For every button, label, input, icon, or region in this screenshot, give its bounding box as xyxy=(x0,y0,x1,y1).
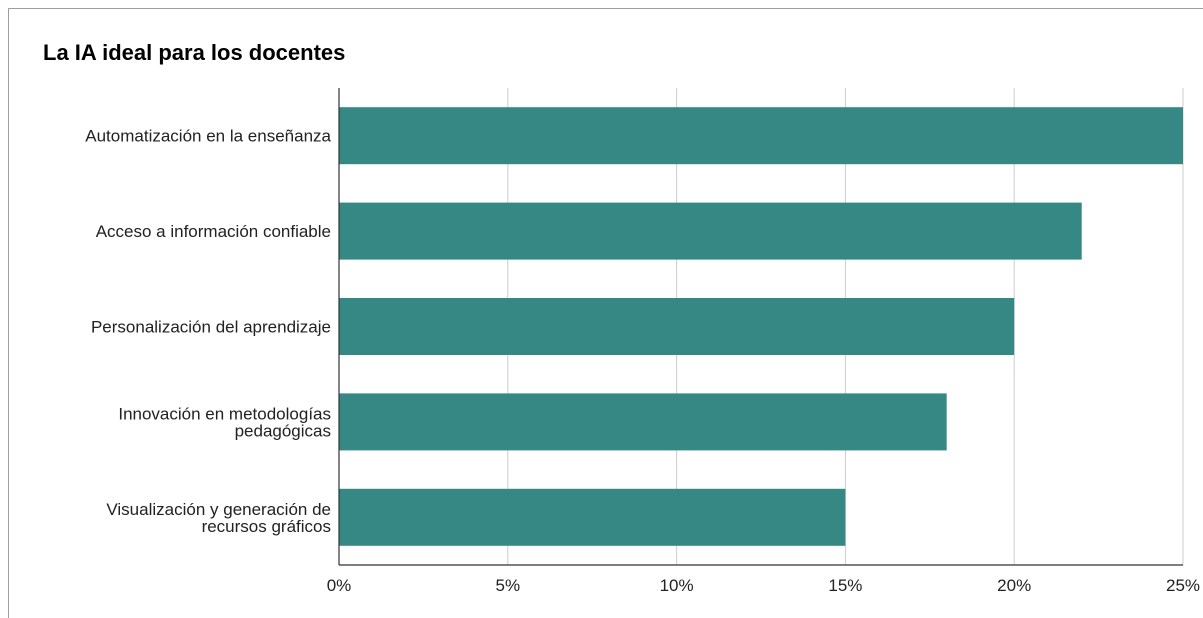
category-label: Automatización en la enseñanza xyxy=(85,127,331,146)
category-label: Acceso a información confiable xyxy=(96,222,331,241)
x-tick-label: 5% xyxy=(496,576,521,595)
chart-title: La IA ideal para los docentes xyxy=(43,40,346,65)
category-label: Visualización y generación de recursos gr… xyxy=(106,500,331,536)
x-tick-label: 25% xyxy=(1166,576,1200,595)
x-tick-label: 0% xyxy=(327,576,352,595)
x-tick-label: 15% xyxy=(828,576,862,595)
bar xyxy=(339,488,846,546)
category-label: Personalización del aprendizaje xyxy=(91,318,331,337)
x-tick-label: 10% xyxy=(660,576,694,595)
category-label: Innovación en metodologías pedagógicas xyxy=(118,404,331,440)
bar xyxy=(339,107,1183,165)
bar xyxy=(339,298,1015,355)
bar xyxy=(339,393,947,451)
x-tick-label: 20% xyxy=(997,576,1031,595)
bar xyxy=(339,202,1082,260)
chart-frame xyxy=(8,8,1203,618)
